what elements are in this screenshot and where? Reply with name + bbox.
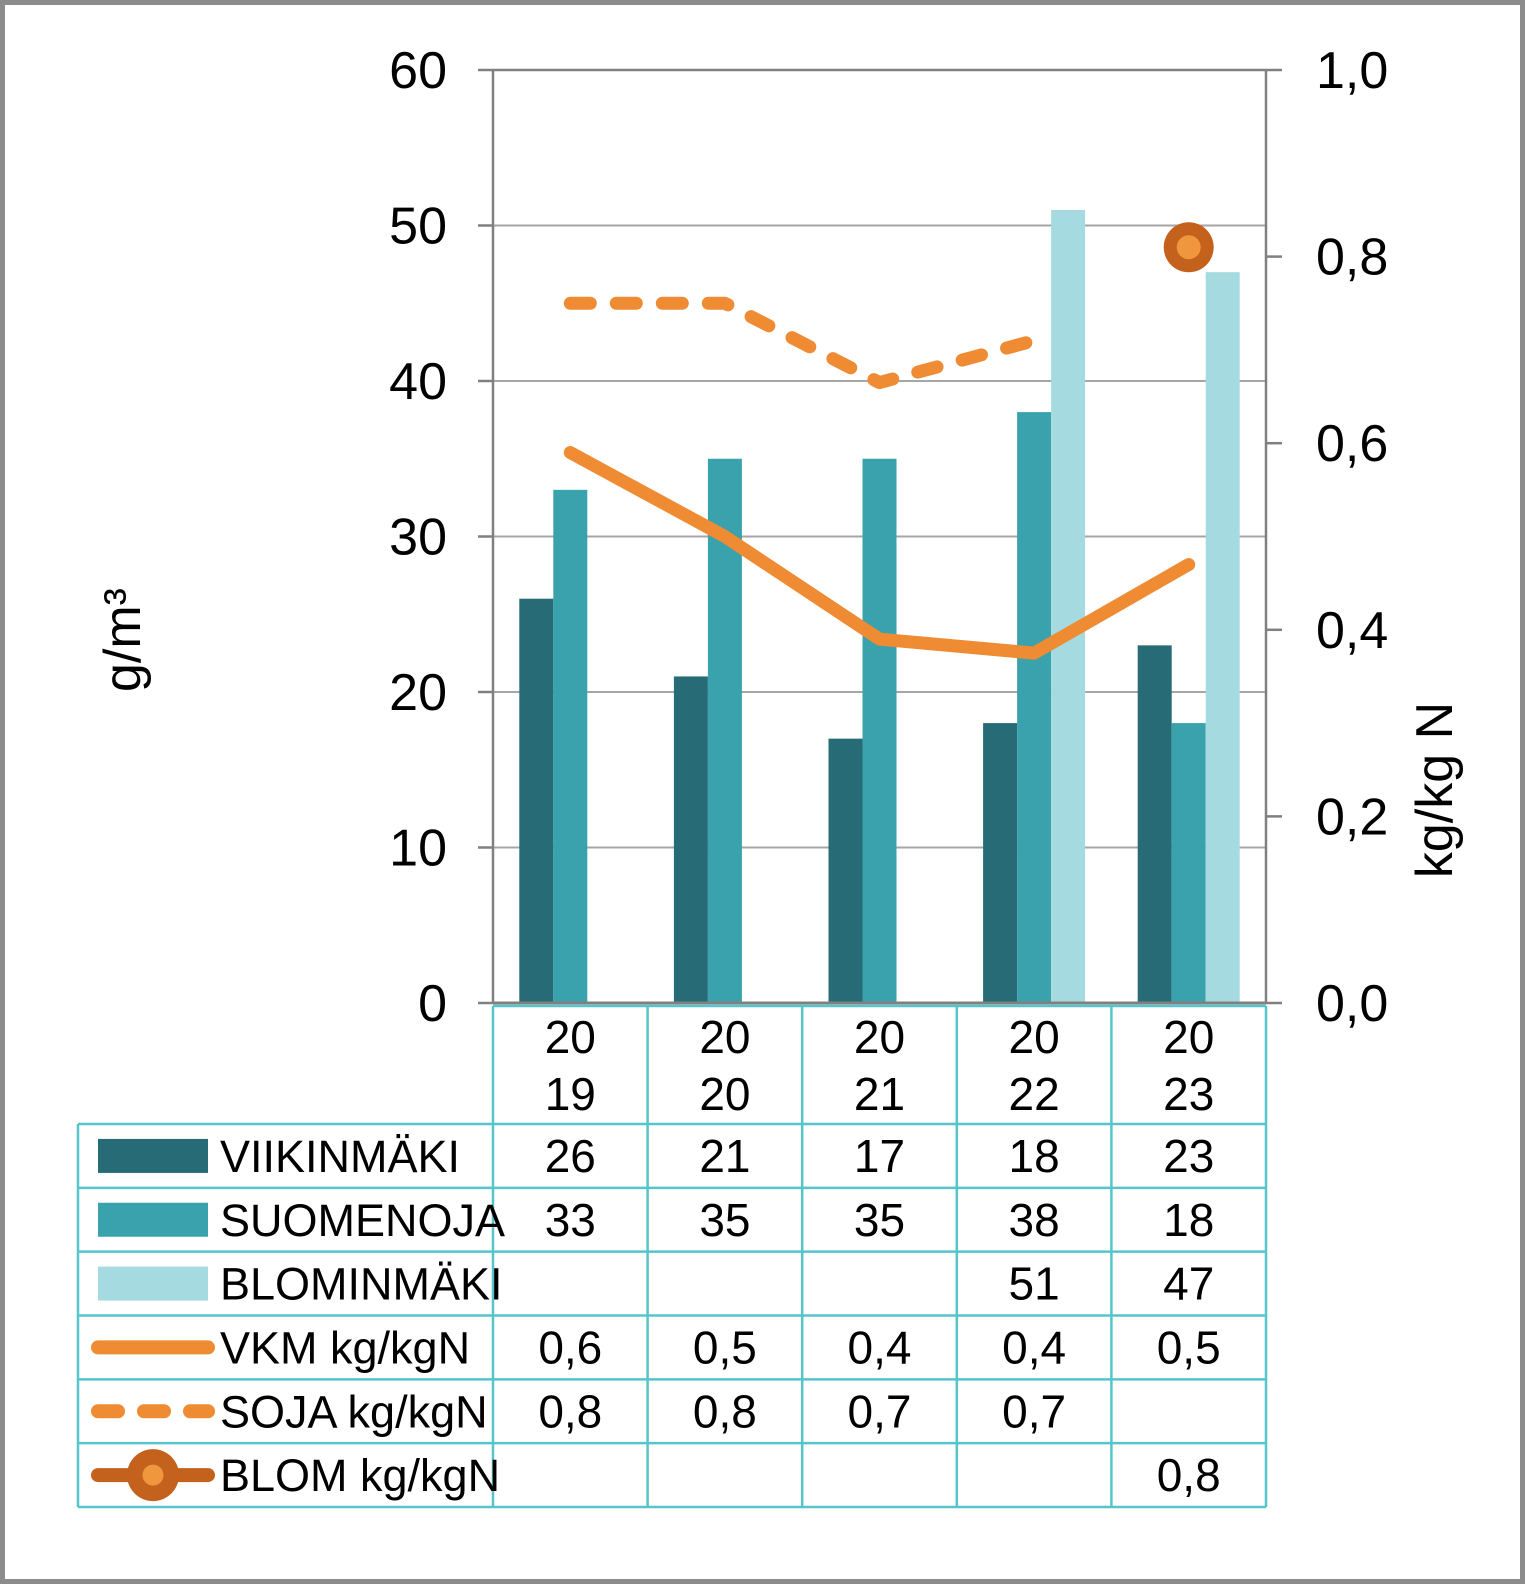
table-cell: 0,5: [693, 1321, 757, 1373]
left-axis-tick-label: 40: [389, 353, 447, 411]
table-cell: 33: [545, 1194, 596, 1246]
category-label-line1: 20: [1163, 1011, 1214, 1063]
category-label-line2: 19: [545, 1068, 596, 1120]
left-axis-title: g/m³: [94, 588, 152, 692]
bar-viikinmäki: [828, 738, 863, 1003]
category-label-line1: 20: [699, 1011, 750, 1063]
bar-viikinmäki: [983, 723, 1018, 1003]
table-cell: 0,7: [1002, 1385, 1066, 1437]
table-cell: 0,4: [1002, 1321, 1066, 1373]
table-cell: 0,8: [693, 1385, 757, 1437]
bar-suomenoja: [1171, 723, 1206, 1003]
table-cell: 0,7: [848, 1385, 912, 1437]
left-axis-tick-label: 50: [389, 198, 447, 256]
combo-chart: 0 10 20 30 40 50 60 0,0 0,2 0,4 0,6 0,8 1,0 g/m³ kg/kg…: [76, 42, 1464, 1509]
bar-suomenoja: [1017, 412, 1052, 1004]
left-axis-tick-label: 60: [389, 42, 447, 100]
legend-label: SUOMENOJA: [220, 1195, 505, 1246]
table-cell: 23: [1163, 1130, 1214, 1182]
right-axis-tick-label: 0,0: [1316, 975, 1388, 1033]
right-axis-tick-label: 0,8: [1316, 229, 1388, 287]
table-cell: 18: [1009, 1130, 1060, 1182]
table-cell: 0,5: [1157, 1321, 1221, 1373]
bar-blominmäki: [1205, 272, 1240, 1003]
table-cell: 38: [1009, 1194, 1060, 1246]
category-label-line2: 21: [854, 1068, 905, 1120]
left-axis-tick-label: 0: [418, 975, 447, 1033]
table-cell: 18: [1163, 1194, 1214, 1246]
table-cell: 0,8: [538, 1385, 602, 1437]
legend-label: VIIKINMÄKI: [220, 1131, 460, 1182]
table-cell: 51: [1009, 1258, 1060, 1310]
right-axis-tick-label: 0,2: [1316, 788, 1388, 846]
category-label-line2: 22: [1009, 1068, 1060, 1120]
table-cell: 0,8: [1157, 1449, 1221, 1501]
right-axis-tick-label: 0,4: [1316, 602, 1388, 660]
table-cell: 0,6: [538, 1321, 602, 1373]
table-cell: 0,4: [848, 1321, 912, 1373]
bar-suomenoja: [862, 458, 897, 1003]
bar-blominmäki: [1051, 209, 1086, 1003]
legend-label: BLOMINMÄKI: [220, 1259, 503, 1310]
category-label-line1: 20: [1009, 1011, 1060, 1063]
legend-swatch-marker-dot: [142, 1464, 164, 1486]
legend-swatch-bar: [98, 1138, 208, 1173]
bar-viikinmäki: [673, 676, 708, 1003]
category-label-line1: 20: [545, 1011, 596, 1063]
table-cell: 47: [1163, 1258, 1214, 1310]
bar-suomenoja: [553, 489, 588, 1004]
legend-swatch-bar: [98, 1202, 208, 1237]
right-axis-title: kg/kg N: [1406, 702, 1464, 878]
right-axis-tick-label: 1,0: [1316, 42, 1388, 100]
left-axis-tick-label: 20: [389, 664, 447, 722]
left-axis-tick-label: 10: [389, 820, 447, 878]
marker-point-inner: [1176, 235, 1201, 260]
table-cell: 17: [854, 1130, 905, 1182]
table-cell: 35: [699, 1194, 750, 1246]
category-label-line2: 20: [699, 1068, 750, 1120]
bar-viikinmäki: [1137, 645, 1172, 1003]
line-soja-kg-kgn: [563, 296, 1041, 390]
category-label-line1: 20: [854, 1011, 905, 1063]
table-cell: 21: [699, 1130, 750, 1182]
table-cell: 35: [854, 1194, 905, 1246]
left-axis-tick-label: 30: [389, 509, 447, 567]
legend-label: VKM kg/kgN: [220, 1322, 470, 1373]
legend-label: BLOM kg/kgN: [220, 1450, 500, 1501]
legend-label: SOJA kg/kgN: [220, 1386, 488, 1437]
line-vkm-kg-kgn: [563, 446, 1196, 660]
legend-swatch-bar: [98, 1266, 208, 1301]
category-label-line2: 23: [1163, 1068, 1214, 1120]
right-axis-tick-label: 0,6: [1316, 415, 1388, 473]
bar-viikinmäki: [519, 598, 554, 1003]
table-cell: 26: [545, 1130, 596, 1182]
